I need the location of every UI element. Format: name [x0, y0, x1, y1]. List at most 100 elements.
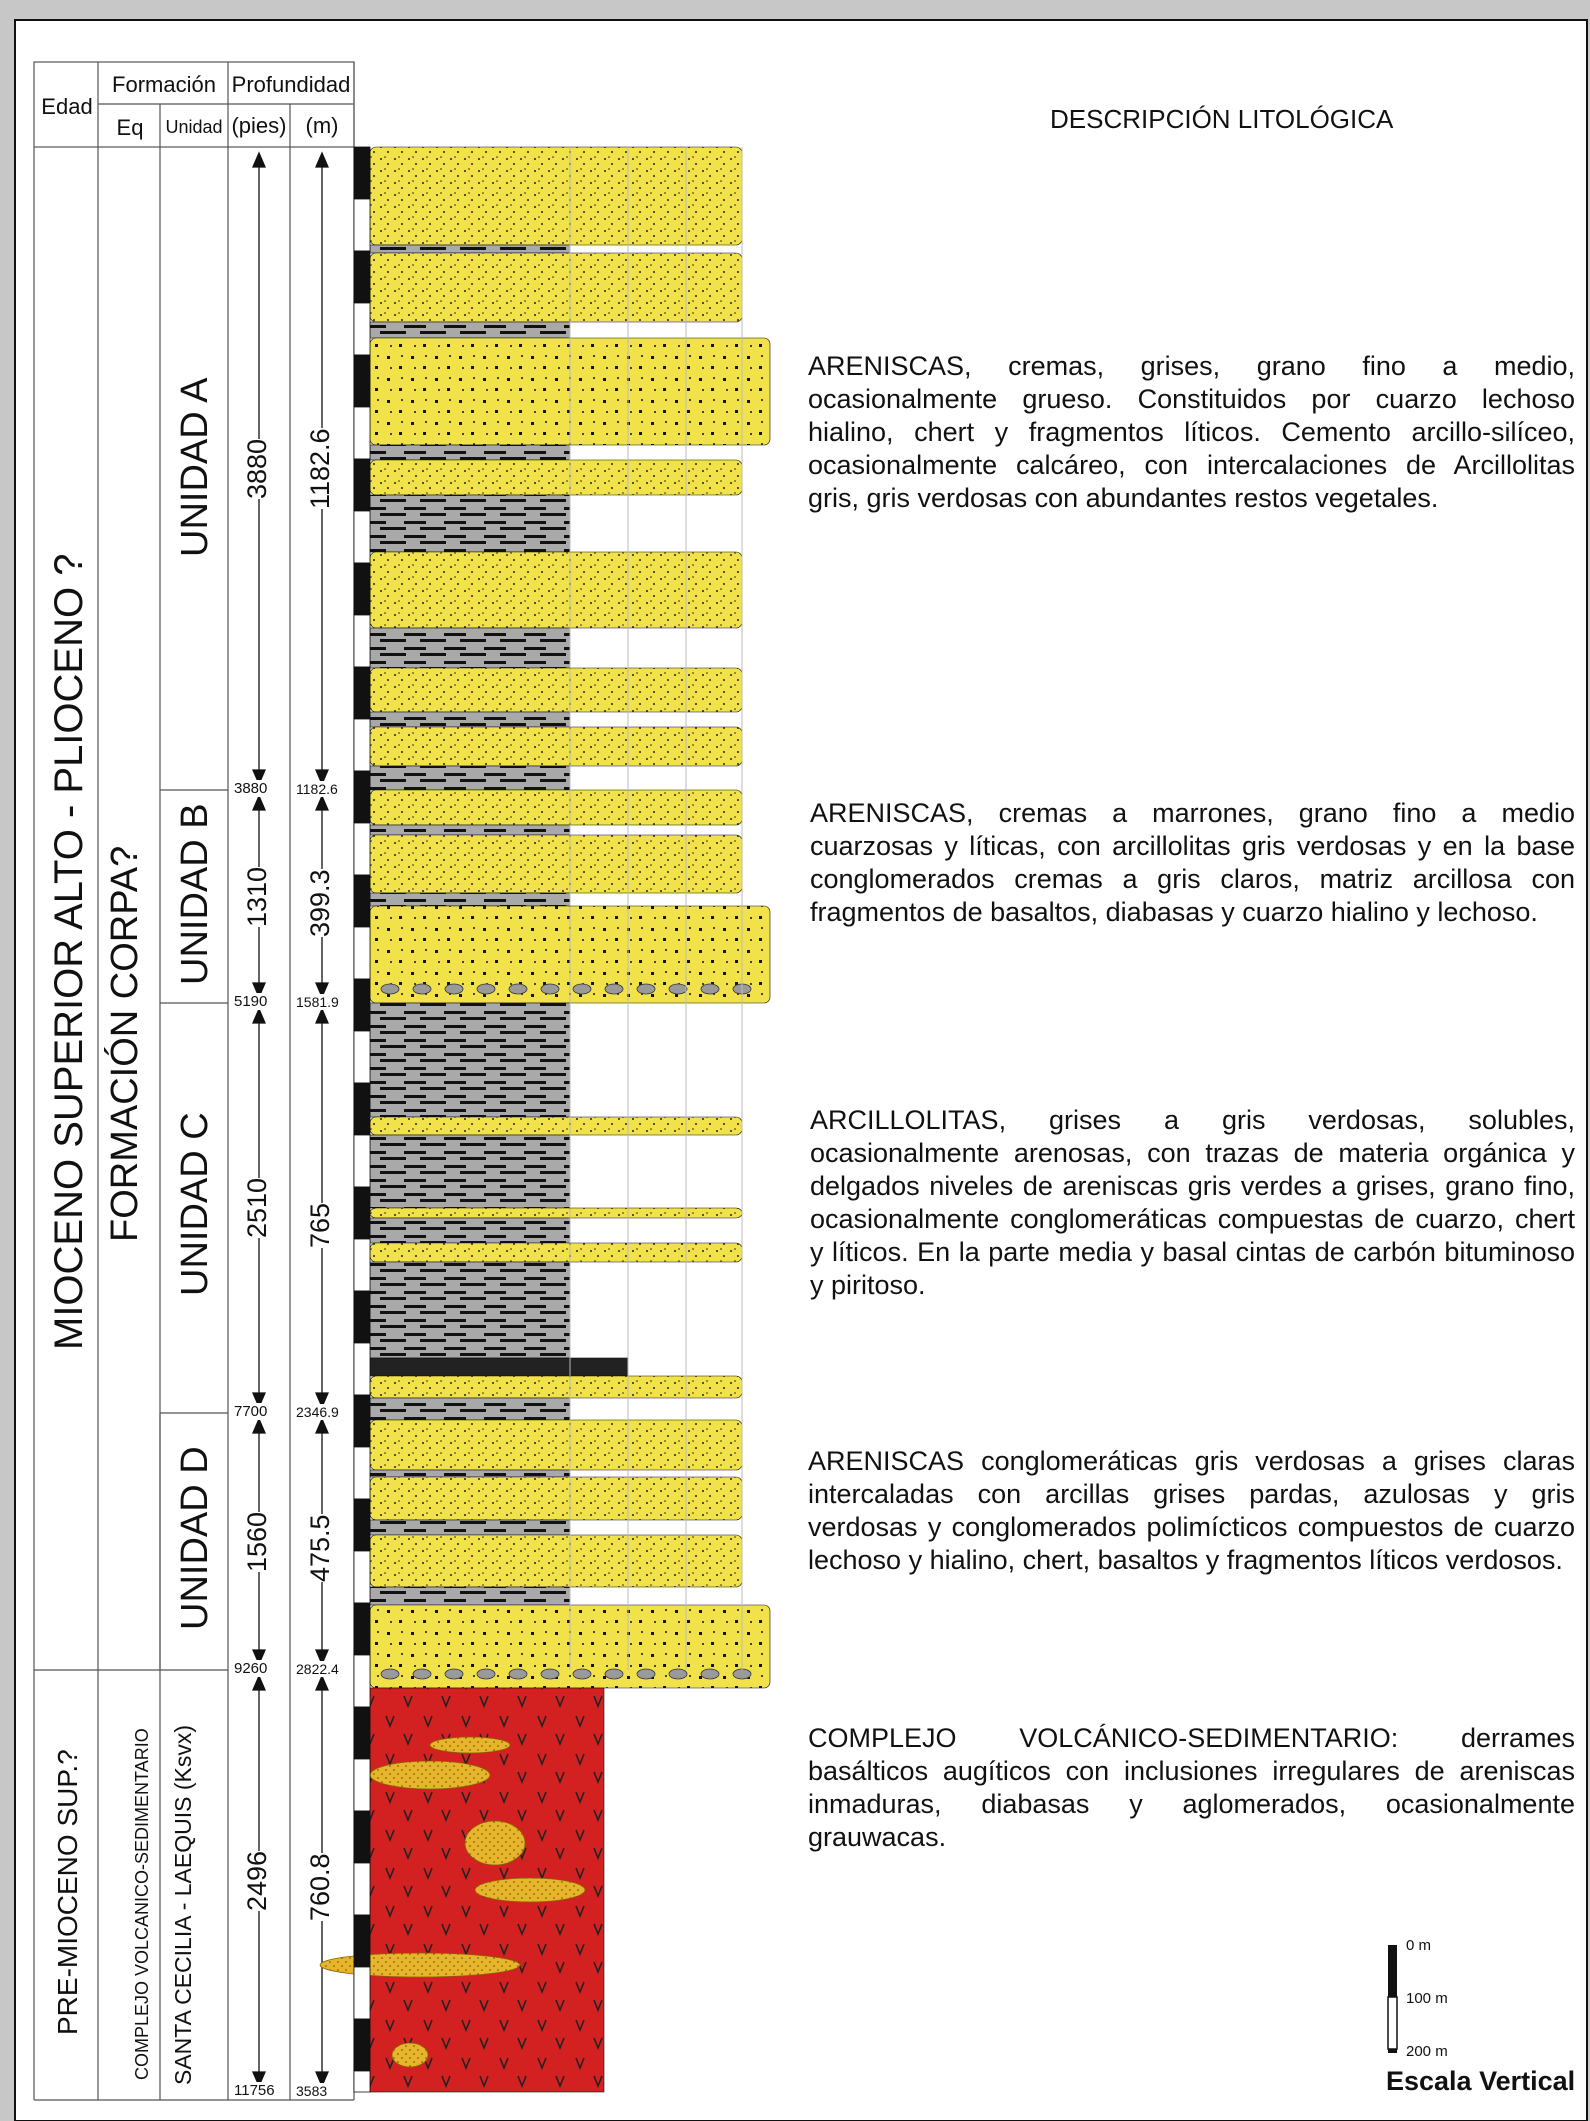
bed-11 — [369, 711, 571, 728]
header-formacion: Formación — [112, 72, 216, 97]
arrow-down-3-1 — [315, 1649, 329, 1666]
unit-base-ft-4: 11756 — [234, 2082, 275, 2099]
description-unidad-d: ARENISCAS conglomeráticas gris verdosas … — [808, 1446, 1575, 1575]
bed-7 — [369, 494, 571, 553]
unit-base-m-1: 1581.9 — [296, 994, 339, 1010]
unit-base-ft-3: 9260 — [234, 1660, 268, 1677]
bed-19 — [369, 1002, 571, 1118]
bed-17 — [369, 892, 571, 907]
arrow-down-2-1 — [315, 1392, 329, 1409]
depth-block-5 — [353, 406, 371, 460]
depth-block-6 — [353, 458, 371, 512]
depth-block-7 — [353, 510, 371, 564]
arrow-up-1-1 — [315, 794, 329, 811]
depth-block-28 — [353, 1602, 371, 1656]
pebble-0-2 — [444, 983, 464, 995]
inclusion-0 — [429, 1736, 511, 1754]
depth-block-11 — [353, 718, 371, 772]
arrow-down-0-0 — [252, 769, 266, 786]
depth-block-10 — [353, 666, 371, 720]
depth-block-3 — [353, 302, 371, 356]
bed-26 — [369, 1357, 629, 1377]
unit-thickness-ft-1: 1310 — [242, 866, 273, 927]
depth-block-1 — [353, 198, 371, 252]
arrow-up-2-0 — [252, 1007, 266, 1024]
depth-block-26 — [353, 1498, 371, 1552]
page-frame — [14, 19, 1588, 2121]
depth-block-29 — [353, 1654, 371, 1708]
scale-label: Escala Vertical — [1386, 2066, 1576, 2096]
header-edad: Edad — [41, 94, 93, 119]
pebble-1-7 — [604, 1668, 624, 1680]
description-complejo: COMPLEJO VOLCÁNICO-SEDIMENTARIO: derrame… — [808, 1723, 1575, 1852]
depth-block-4 — [353, 354, 371, 408]
depth-block-36 — [353, 2018, 371, 2072]
bed-9 — [369, 627, 571, 669]
arrow-down-4-1 — [315, 2071, 329, 2088]
vertical-scale-bar — [1387, 1945, 1398, 2053]
pebble-0-5 — [540, 983, 560, 995]
description-unidad-a: ARENISCAS, cremas, grises, grano fino a … — [808, 351, 1575, 513]
unit-thickness-ft-4: 2496 — [242, 1850, 273, 1911]
pebble-0-10 — [700, 983, 720, 995]
header-unidad: Unidad — [165, 117, 223, 137]
formation-corpa: FORMACIÓN CORPA? — [104, 845, 146, 1242]
depth-block-15 — [353, 926, 371, 980]
pebble-0-6 — [572, 983, 592, 995]
depth-block-16 — [353, 978, 371, 1032]
bed-32 — [369, 1519, 571, 1536]
depth-block-24 — [353, 1394, 371, 1448]
description-unidad-b: ARENISCAS, cremas a marrones, grano fino… — [810, 798, 1575, 927]
arrow-down-3-0 — [252, 1649, 266, 1666]
depth-block-2 — [353, 250, 371, 304]
depth-block-25 — [353, 1446, 371, 1500]
unit-base-ft-2: 7700 — [234, 1403, 268, 1420]
unit-thickness-ft-3: 1560 — [242, 1511, 273, 1572]
scale-tick-2: 200 m — [1406, 2043, 1448, 2060]
pebble-1-10 — [700, 1668, 720, 1680]
unit-base-m-0: 1182.6 — [296, 781, 338, 797]
inclusion-3 — [474, 1877, 586, 1903]
inclusion-5 — [391, 2042, 429, 2068]
depth-block-13 — [353, 822, 371, 876]
depth-bar — [353, 146, 371, 2093]
arrow-down-1-1 — [315, 982, 329, 999]
bed-1 — [369, 244, 571, 254]
arrow-up-3-0 — [252, 1417, 266, 1434]
arrow-up-0-0 — [252, 151, 266, 168]
arrow-up-1-0 — [252, 794, 266, 811]
age-upper: MIOCENO SUPERIOR ALTO - PLIOCENO ? — [47, 553, 91, 1350]
unit-thickness-m-3: 475.5 — [305, 1513, 336, 1582]
unit-base-ft-1: 5190 — [234, 993, 268, 1010]
depth-block-18 — [353, 1082, 371, 1136]
pebble-1-11 — [732, 1668, 752, 1680]
arrow-up-4-0 — [252, 1674, 266, 1691]
pebble-0-7 — [604, 983, 624, 995]
unit-thickness-ft-2: 2510 — [242, 1177, 273, 1238]
pebble-1-4 — [508, 1668, 528, 1680]
header-pies: (pies) — [231, 113, 287, 138]
unit-name-3: UNIDAD D — [174, 1445, 216, 1630]
inclusion-1 — [369, 1760, 491, 1790]
arrow-up-2-1 — [315, 1007, 329, 1024]
pebble-1-3 — [476, 1668, 496, 1680]
bed-3 — [369, 321, 571, 339]
unit-thickness-m-0: 1182.6 — [305, 427, 336, 509]
depth-block-20 — [353, 1186, 371, 1240]
depth-block-0 — [353, 146, 371, 200]
depth-block-27 — [353, 1550, 371, 1604]
unit-thickness-m-2: 765 — [305, 1202, 336, 1248]
bed-21 — [369, 1134, 571, 1209]
depth-block-21 — [353, 1238, 371, 1292]
unit-thickness-ft-0: 3880 — [242, 438, 273, 499]
depth-block-17 — [353, 1030, 371, 1084]
depth-block-35 — [353, 1966, 371, 2020]
arrow-down-1-0 — [252, 982, 266, 999]
pebble-1-6 — [572, 1668, 592, 1680]
header-m: (m) — [305, 113, 339, 138]
pebble-1-9 — [668, 1668, 688, 1680]
arrow-down-0-1 — [315, 769, 329, 786]
pebble-0-3 — [476, 983, 496, 995]
bed-5 — [369, 444, 571, 461]
